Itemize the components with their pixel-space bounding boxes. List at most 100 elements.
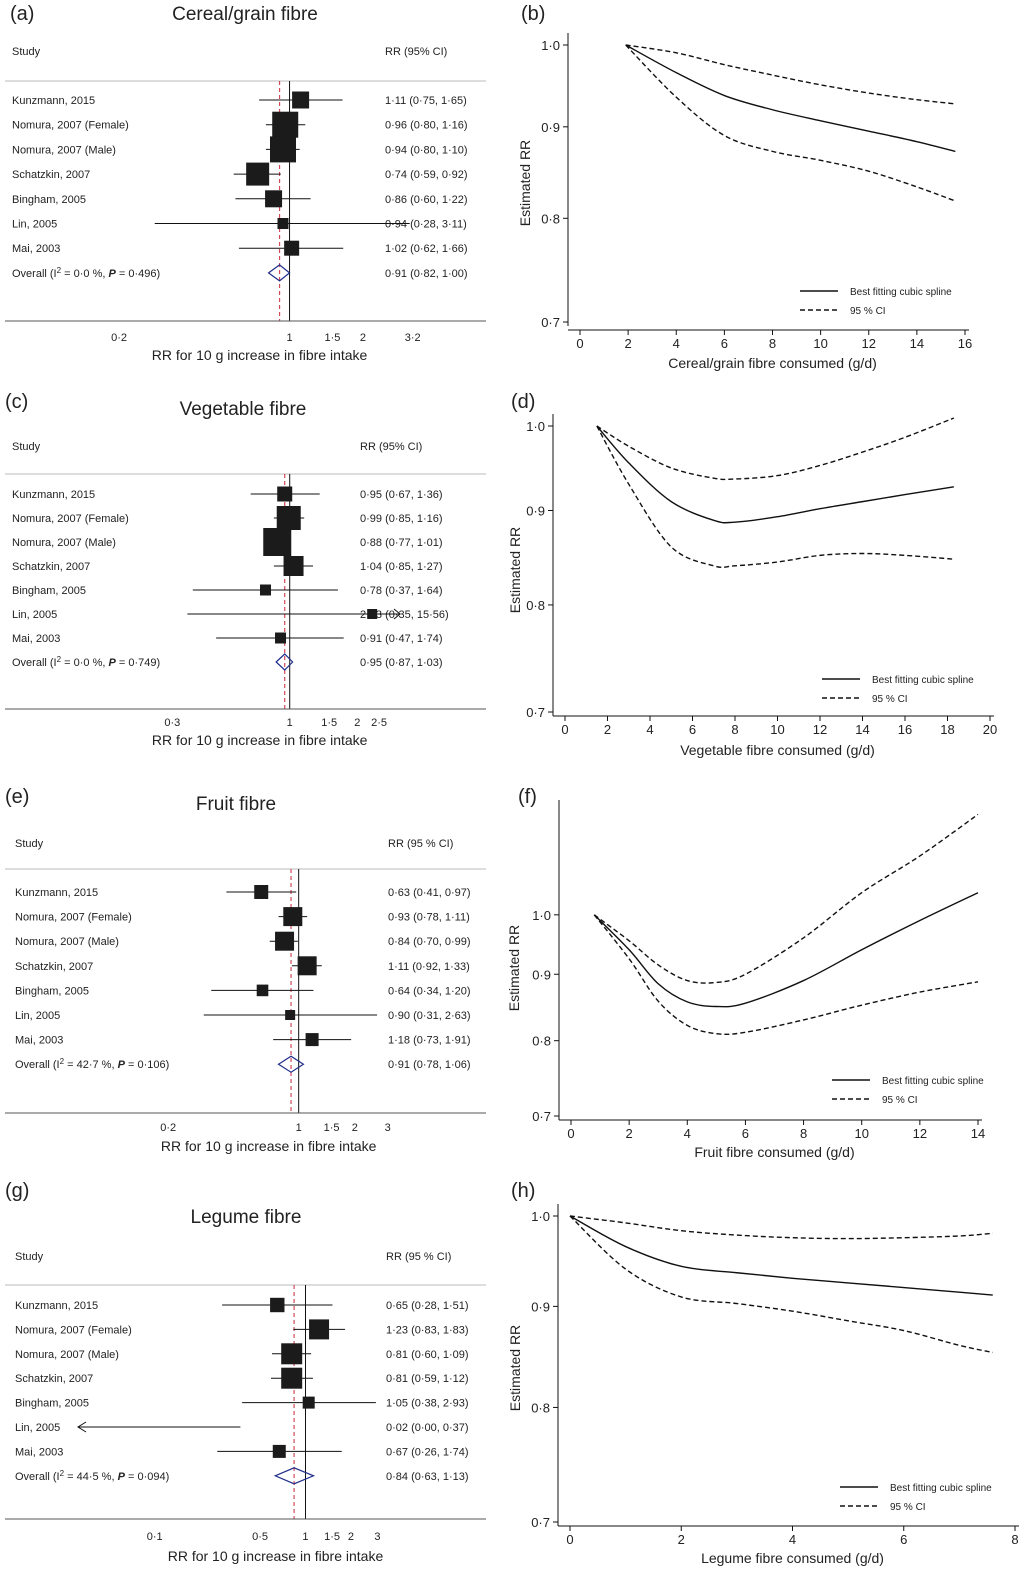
x-tick-label: 0·5 bbox=[252, 1531, 268, 1543]
overall-diamond bbox=[275, 653, 294, 671]
x-tick-label: 1 bbox=[302, 1531, 308, 1543]
panel-label: (d) bbox=[511, 391, 535, 413]
overall-label-part: = 0·0 %, bbox=[61, 657, 108, 669]
x-axis-title: RR for 10 g increase in fibre intake bbox=[152, 732, 368, 748]
study-rr-label: 0·63 (0·41, 0·97) bbox=[388, 887, 471, 899]
x-tick-label: 1·5 bbox=[324, 1122, 340, 1134]
point-estimate-square bbox=[277, 218, 289, 229]
x-axis-title: Vegetable fibre consumed (g/d) bbox=[680, 742, 875, 758]
study-name: Nomura, 2007 (Female) bbox=[15, 1324, 132, 1336]
ci-arrow bbox=[77, 1421, 87, 1433]
x-tick-label: 3·2 bbox=[405, 332, 421, 344]
overall-diamond bbox=[273, 1467, 316, 1485]
point-estimate-square bbox=[269, 136, 296, 163]
study-rr-label: 2·33 (0·35, 15·56) bbox=[360, 609, 449, 621]
x-tick-label: 1 bbox=[296, 1122, 302, 1134]
point-estimate-square bbox=[297, 956, 317, 976]
y-tick-label: 1·0 bbox=[532, 908, 551, 923]
study-name: Mai, 2003 bbox=[15, 1035, 63, 1047]
x-tick-label: 1·5 bbox=[321, 717, 337, 729]
x-tick-label: 8 bbox=[1011, 1532, 1018, 1547]
overall-label-part: = 0·496) bbox=[116, 268, 160, 280]
legend-spline-label: Best fitting cubic spline bbox=[882, 1076, 984, 1087]
x-tick-label: 10 bbox=[770, 722, 784, 737]
panel-label: (g) bbox=[5, 1180, 29, 1202]
overall-label-part: 2 bbox=[60, 1468, 65, 1477]
study-rr-label: 0·64 (0·34, 1·20) bbox=[388, 985, 471, 997]
study-rr-label: 0·84 (0·70, 0·99) bbox=[388, 936, 471, 948]
x-tick-label: 2 bbox=[352, 1122, 358, 1134]
point-estimate-square bbox=[270, 1297, 285, 1313]
legend-ci-label: 95 % CI bbox=[882, 1095, 918, 1106]
point-estimate-square bbox=[277, 486, 293, 502]
study-rr-label: 0·65 (0·28, 1·51) bbox=[386, 1300, 469, 1312]
panel-label: (e) bbox=[5, 786, 29, 808]
x-tick-label: 1·5 bbox=[325, 332, 341, 344]
ci-arrow bbox=[393, 608, 401, 620]
ci-curve bbox=[596, 425, 954, 569]
panel-label: (b) bbox=[521, 3, 545, 25]
y-tick-label: 1·0 bbox=[531, 1209, 550, 1224]
point-estimate-square bbox=[263, 528, 292, 556]
study-name: Bingham, 2005 bbox=[15, 985, 89, 997]
panel-c: (c) Vegetable fibre Study RR (95% CI) Kunzma… bbox=[5, 391, 486, 748]
overall-label-part: = 44·5 %, bbox=[64, 1471, 118, 1483]
x-tick-label: 8 bbox=[731, 722, 738, 737]
x-tick-label: 3 bbox=[374, 1531, 380, 1543]
overall-label: Overall (I2 = 42·7 %, P = 0·106) bbox=[15, 1057, 169, 1072]
study-name: Nomura, 2007 (Male) bbox=[12, 144, 116, 156]
overall-label-part: Overall (I bbox=[12, 268, 57, 280]
overall-rr-label: 0·91 (0·78, 1·06) bbox=[388, 1059, 471, 1071]
point-estimate-square bbox=[275, 632, 287, 644]
spline-curve bbox=[569, 1215, 993, 1296]
study-rr-label: 1·02 (0·62, 1·66) bbox=[385, 243, 468, 255]
x-tick-label: 6 bbox=[721, 336, 728, 351]
overall-label-part: 2 bbox=[60, 1057, 65, 1066]
study-name: Nomura, 2007 (Male) bbox=[15, 936, 119, 948]
column-header-rr: RR (95 % CI) bbox=[388, 838, 453, 850]
x-tick-label: 1 bbox=[286, 332, 292, 344]
study-name: Kunzmann, 2015 bbox=[15, 1300, 98, 1312]
overall-label-part: = 0·106) bbox=[125, 1059, 169, 1071]
study-rr-label: 1·04 (0·85, 1·27) bbox=[360, 561, 443, 573]
x-tick-label: 12 bbox=[813, 722, 827, 737]
study-rr-label: 0·86 (0·60, 1·22) bbox=[385, 194, 468, 206]
point-estimate-square bbox=[281, 1367, 303, 1389]
y-axis-title: Estimated RR bbox=[507, 527, 523, 613]
study-name: Kunzmann, 2015 bbox=[12, 489, 95, 501]
study-name: Mai, 2003 bbox=[15, 1446, 63, 1458]
panel-label: (h) bbox=[511, 1180, 535, 1202]
point-estimate-square bbox=[309, 1319, 330, 1340]
legend-ci-label: 95 % CI bbox=[850, 306, 886, 317]
study-rr-label: 0·94 (0·80, 1·10) bbox=[385, 144, 468, 156]
study-rr-label: 0·88 (0·77, 1·01) bbox=[360, 537, 443, 549]
y-axis-title: Estimated RR bbox=[517, 140, 533, 226]
overall-label-part: P bbox=[118, 1471, 126, 1483]
overall-label-part: Overall (I bbox=[15, 1471, 60, 1483]
overall-label-part: P bbox=[108, 268, 116, 280]
ci-curve bbox=[625, 44, 956, 105]
overall-label-part: Overall (I bbox=[12, 657, 57, 669]
panel-h: (h) 0 2 4 6 8 0·7 0·8 0·9 1·0 Legume fibre consume… bbox=[507, 1180, 1019, 1566]
y-tick-label: 0·7 bbox=[532, 1109, 551, 1124]
point-estimate-square bbox=[246, 162, 270, 186]
column-header-study: Study bbox=[15, 838, 44, 850]
panel-label: (c) bbox=[5, 391, 28, 413]
study-rr-label: 1·18 (0·73, 1·91) bbox=[388, 1035, 471, 1047]
overall-label: Overall (I2 = 0·0 %, P = 0·496) bbox=[12, 265, 160, 280]
study-name: Bingham, 2005 bbox=[15, 1398, 89, 1410]
y-tick-label: 0·9 bbox=[541, 120, 560, 135]
y-tick-label: 0·9 bbox=[526, 503, 545, 518]
point-estimate-square bbox=[367, 609, 378, 619]
point-estimate-square bbox=[254, 885, 269, 899]
column-header-study: Study bbox=[15, 1251, 44, 1263]
panel-g: (g) Legume fibre Study RR (95 % CI) Kunzmann… bbox=[5, 1180, 486, 1564]
point-estimate-square bbox=[276, 506, 301, 530]
point-estimate-square bbox=[305, 1033, 319, 1047]
study-name: Lin, 2005 bbox=[15, 1422, 60, 1434]
study-name: Bingham, 2005 bbox=[12, 194, 86, 206]
ci-curve bbox=[569, 1215, 993, 1354]
x-tick-label: 16 bbox=[958, 336, 972, 351]
x-tick-label: 2 bbox=[678, 1532, 685, 1547]
